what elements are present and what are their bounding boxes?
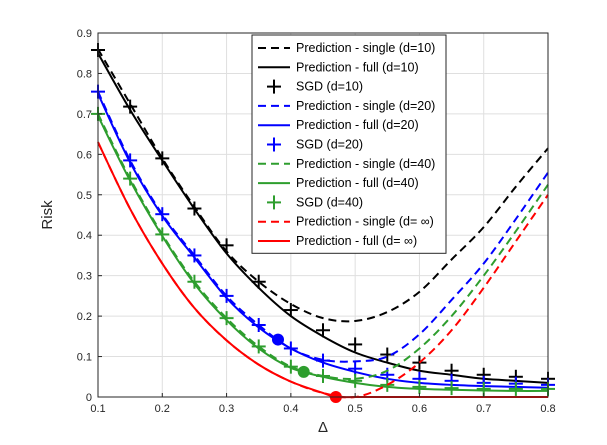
sgd-marker — [283, 303, 298, 318]
legend-entry: Prediction - single (d=10) — [258, 41, 435, 55]
legend-label: Prediction - full (d=10) — [296, 60, 419, 74]
sgd-marker — [155, 207, 170, 222]
x-tick-label: 0.4 — [283, 403, 298, 415]
y-tick-label: 0.6 — [77, 149, 92, 161]
legend-label: SGD (d=10) — [296, 80, 363, 94]
sgd-marker — [187, 201, 202, 216]
legend-box — [251, 34, 447, 254]
legend-entry: SGD (d=10) — [267, 79, 363, 94]
sgd-marker — [412, 379, 427, 394]
sgd-marker — [316, 353, 330, 368]
sgd-marker — [508, 381, 523, 396]
y-tick-label: 0.1 — [77, 352, 92, 364]
legend-label: Prediction - full (d= ∞) — [296, 234, 417, 248]
sgd-marker — [348, 361, 363, 376]
y-tick-label: 0.3 — [77, 271, 92, 283]
y-tick-label: 0.2 — [77, 311, 92, 323]
y-tick-label: 0.4 — [77, 230, 92, 242]
sgd-marker — [348, 337, 363, 352]
sgd-marker — [283, 341, 298, 356]
highlight-point — [272, 333, 284, 346]
legend-entry: Prediction - single (d=20) — [258, 99, 435, 113]
legend-entry: Prediction - full (d=10) — [258, 60, 419, 74]
legend-label: SGD (d=20) — [296, 138, 363, 152]
legend-entry: Prediction - full (d=20) — [258, 118, 419, 132]
legend-label: Prediction - full (d=20) — [296, 118, 419, 132]
y-tick-label: 0.7 — [77, 109, 92, 121]
legend-entry: SGD (d=40) — [267, 195, 363, 210]
y-tick-label: 0.8 — [77, 68, 92, 80]
x-tick-label: 0.6 — [412, 403, 427, 415]
x-tick-label: 0.2 — [155, 403, 170, 415]
sgd-marker — [251, 318, 266, 333]
sgd-marker — [283, 359, 298, 374]
legend-entry: Prediction - full (d=40) — [258, 176, 419, 190]
legend-entry: SGD (d=20) — [267, 137, 363, 152]
sgd-marker — [155, 227, 170, 242]
sgd-marker — [219, 311, 234, 326]
sgd-marker — [316, 323, 330, 338]
sgd-marker — [348, 373, 363, 388]
sgd-marker — [316, 368, 330, 383]
x-tick-label: 0.8 — [540, 403, 555, 415]
y-tick-label: 0.5 — [77, 190, 92, 202]
axes-box — [97, 32, 549, 398]
legend-label: Prediction - single (d= ∞) — [296, 215, 434, 229]
sgd-marker — [155, 151, 170, 166]
sgd-marker — [251, 274, 266, 289]
legend-label: Prediction - full (d=40) — [296, 176, 419, 190]
x-tick-label: 0.1 — [90, 403, 105, 415]
legend-label: SGD (d=40) — [296, 195, 363, 209]
legend-entry: Prediction - single (d=40) — [258, 157, 435, 171]
legend-entry: Prediction - single (d= ∞) — [258, 215, 434, 229]
x-tick-label: 0.3 — [219, 403, 234, 415]
y-tick-label: 0 — [86, 392, 92, 404]
legend-entry: Prediction - full (d= ∞) — [258, 234, 417, 248]
legend-label: Prediction - single (d=20) — [296, 99, 435, 113]
x-tick-label: 0.5 — [347, 403, 362, 415]
x-tick-label: 0.7 — [476, 403, 491, 415]
legend-label: Prediction - single (d=40) — [296, 157, 435, 171]
sgd-marker — [444, 381, 459, 396]
sgd-marker — [187, 274, 202, 289]
legend-label: Prediction - single (d=10) — [296, 41, 435, 55]
x-axis-label: Δ — [318, 419, 328, 436]
sgd-marker — [123, 99, 138, 114]
sgd-marker — [219, 288, 234, 303]
sgd-marker — [123, 171, 138, 186]
legend: Prediction - single (d=10) Prediction - f… — [251, 34, 447, 254]
y-axis-label: Risk — [39, 200, 56, 230]
sgd-marker — [123, 153, 138, 168]
sgd-marker — [380, 377, 395, 392]
sgd-marker — [251, 339, 266, 354]
sgd-marker — [219, 238, 234, 253]
highlight-point — [297, 365, 310, 378]
y-tick-label: 0.9 — [77, 28, 92, 40]
ticks: 0.1 0.2 0.3 0.4 0.5 0.6 0.7 0.800.10.20.30.40.5… — [77, 28, 556, 415]
sgd-marker — [187, 248, 202, 263]
